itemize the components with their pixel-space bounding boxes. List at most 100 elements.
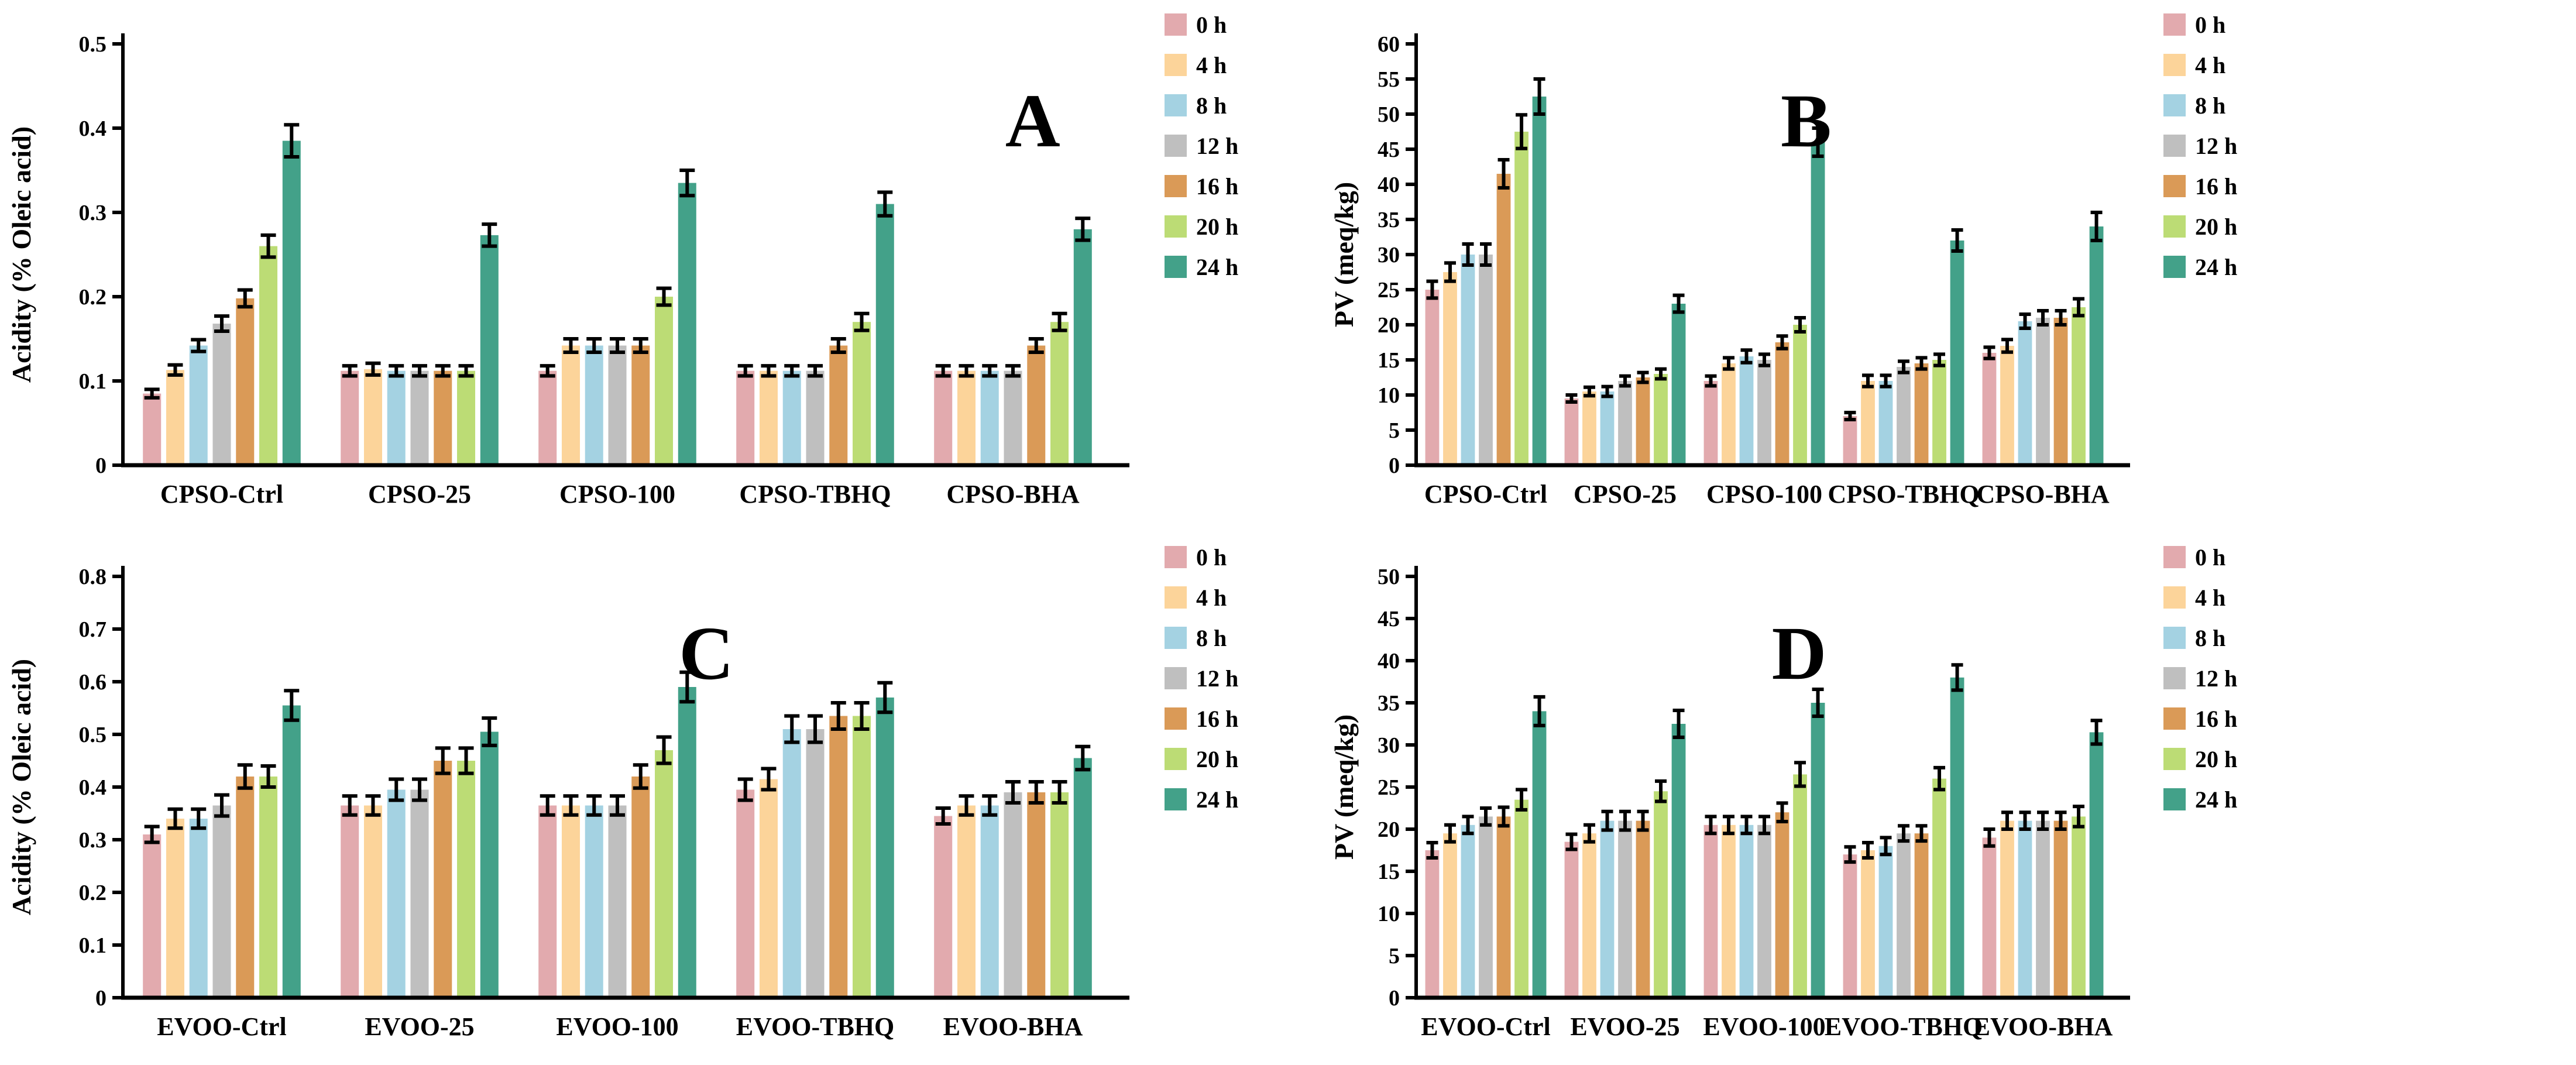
legend-swatch-0h [2163, 13, 2186, 36]
y-tick-label: 0.2 [79, 881, 107, 905]
legend-swatch-8h [1165, 627, 1187, 649]
bar-C-EVOO-Ctrl-24h [282, 705, 301, 998]
bar-B-CPSO-Ctrl-20h [1514, 132, 1529, 465]
x-category-label: CPSO-BHA [1976, 480, 2110, 509]
bar-D-EVOO-Ctrl-0h [1425, 850, 1440, 998]
bar-A-CPSO-BHA-8h [980, 370, 999, 465]
legend-swatch-4h [2163, 54, 2186, 76]
legend-label: 0 h [2195, 12, 2225, 38]
bar-B-CPSO-25-24h [1671, 304, 1686, 465]
legend-swatch-20h [1165, 215, 1187, 238]
bar-B-CPSO-100-0h [1703, 381, 1718, 465]
bar-D-EVOO-25-0h [1564, 841, 1579, 998]
legend-label: 20 h [1196, 746, 1238, 772]
x-category-label: EVOO-Ctrl [157, 1012, 287, 1041]
y-tick-label: 35 [1378, 691, 1400, 716]
y-tick-label: 0.8 [79, 565, 107, 589]
legend-label: 0 h [1196, 544, 1227, 571]
bar-C-EVOO-BHA-12h [1004, 792, 1022, 998]
y-tick-label: 0 [1389, 454, 1400, 478]
legend-swatch-4h [1165, 586, 1187, 609]
x-category-label: EVOO-100 [1703, 1012, 1825, 1041]
legend-label: 20 h [1196, 214, 1238, 240]
bar-D-EVOO-100-20h [1793, 774, 1807, 998]
y-tick-label: 0.5 [79, 723, 107, 747]
bar-C-EVOO-25-4h [363, 805, 382, 998]
bar-A-CPSO-Ctrl-16h [236, 298, 255, 465]
bar-C-EVOO-BHA-0h [934, 816, 953, 998]
bar-B-CPSO-BHA-16h [2053, 318, 2068, 465]
y-tick-label: 0.1 [79, 933, 107, 958]
bar-A-CPSO-Ctrl-24h [282, 140, 301, 466]
y-tick-label: 0.3 [79, 201, 107, 225]
bar-D-EVOO-Ctrl-20h [1514, 799, 1529, 998]
legend-label: 8 h [1196, 92, 1227, 119]
bar-C-EVOO-25-20h [457, 761, 476, 998]
bar-C-EVOO-BHA-16h [1027, 792, 1046, 998]
bar-C-EVOO-100-12h [608, 805, 627, 998]
bar-D-EVOO-Ctrl-8h [1461, 824, 1475, 998]
bar-C-EVOO-25-12h [410, 789, 429, 998]
y-tick-label: 20 [1378, 817, 1400, 842]
legend-swatch-4h [2163, 586, 2186, 609]
bar-C-EVOO-Ctrl-12h [212, 805, 231, 998]
x-category-label: EVOO-25 [1570, 1012, 1679, 1041]
y-tick-label: 0.4 [79, 116, 107, 141]
bar-A-CPSO-Ctrl-20h [259, 246, 278, 465]
figure-bottom-row: EVOO-Ctrl EVOO-25 EVOO-100 EVOO-TBHQ EVOO-BH… [0, 532, 2576, 1065]
bar-B-CPSO-25-8h [1600, 391, 1615, 465]
bar-D-EVOO-25-24h [1671, 724, 1686, 998]
y-tick-label: 5 [1389, 944, 1400, 968]
y-tick-label: 45 [1378, 138, 1400, 162]
legend-swatch-16h [2163, 175, 2186, 197]
bar-D-EVOO-Ctrl-4h [1443, 833, 1457, 998]
bar-A-CPSO-BHA-12h [1004, 370, 1022, 465]
legend-label: 4 h [2195, 52, 2225, 78]
x-category-label: CPSO-100 [1706, 480, 1822, 509]
legend-label: 24 h [1196, 254, 1238, 280]
bar-C-EVOO-BHA-20h [1050, 792, 1069, 998]
legend-swatch-24h [2163, 788, 2186, 810]
bar-D-EVOO-TBHQ-12h [1897, 833, 1911, 998]
chart-panel-d-pv-evoo: EVOO-Ctrl EVOO-25 EVOO-100EVOO-TBHQEVOO-BH… [1323, 532, 2576, 1065]
legend-swatch-8h [1165, 94, 1187, 116]
y-tick-label: 40 [1378, 649, 1400, 674]
bar-A-CPSO-BHA-16h [1027, 345, 1046, 465]
bar-A-CPSO-25-12h [410, 370, 429, 465]
legend-swatch-16h [1165, 707, 1187, 730]
bar-A-CPSO-100-16h [631, 345, 650, 465]
bar-A-CPSO-Ctrl-4h [166, 370, 184, 465]
bar-A-CPSO-25-20h [457, 370, 476, 465]
legend-label: 12 h [2195, 133, 2237, 159]
bar-B-CPSO-100-20h [1793, 325, 1807, 465]
legend-swatch-0h [1165, 546, 1187, 568]
legend-label: 16 h [2195, 706, 2237, 732]
bar-B-CPSO-25-4h [1582, 391, 1596, 465]
x-category-label: EVOO-BHA [943, 1012, 1083, 1041]
bar-D-EVOO-TBHQ-24h [1950, 677, 1964, 998]
y-tick-label: 50 [1378, 102, 1400, 127]
bar-D-EVOO-25-8h [1600, 820, 1615, 998]
y-axis-title: PV (meq/kg) [1329, 714, 1359, 860]
bar-D-EVOO-BHA-12h [2036, 820, 2050, 998]
chart-panel-a-acidity-cpso: CPSO-Ctrl CPSO-25 CPSO-100 CPSO-TBHQ CPSO-BH… [0, 0, 1323, 532]
bar-C-EVOO-Ctrl-8h [189, 819, 208, 998]
bar-C-EVOO-100-24h [678, 687, 696, 998]
bar-C-EVOO-100-0h [538, 805, 557, 998]
bar-A-CPSO-100-8h [585, 345, 603, 465]
bar-B-CPSO-Ctrl-4h [1443, 272, 1457, 465]
bar-A-CPSO-100-20h [655, 297, 674, 465]
x-category-label: CPSO-TBHQ [739, 480, 891, 509]
bar-C-EVOO-Ctrl-20h [259, 777, 278, 998]
legend-swatch-0h [1165, 13, 1187, 36]
bar-D-EVOO-BHA-4h [2000, 820, 2014, 998]
bar-D-EVOO-25-4h [1582, 833, 1596, 998]
bar-D-EVOO-100-4h [1722, 824, 1736, 998]
bar-C-EVOO-25-16h [434, 761, 452, 998]
x-category-label: CPSO-100 [559, 480, 675, 509]
legend-label: 12 h [2195, 665, 2237, 692]
legend-label: 8 h [2195, 92, 2225, 119]
y-tick-label: 0.6 [79, 670, 107, 695]
panel-letter-c: C [679, 611, 734, 696]
bar-B-CPSO-Ctrl-0h [1425, 290, 1440, 465]
